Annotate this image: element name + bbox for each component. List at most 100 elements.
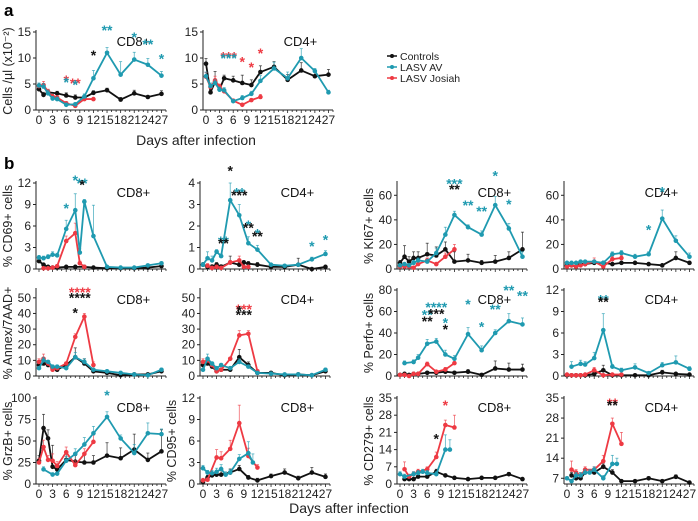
series-lasv-av	[397, 434, 453, 479]
panel-letter-b: b	[4, 154, 14, 173]
data-point	[246, 261, 251, 266]
data-point	[91, 367, 96, 373]
series-lasv-josiah	[397, 359, 457, 379]
x-tick-label: 0	[200, 487, 207, 501]
data-point	[63, 264, 69, 270]
y-tick-label: 35	[546, 391, 560, 405]
data-point	[72, 451, 78, 457]
data-point	[77, 250, 83, 255]
cell-type-label: CD8+	[478, 400, 512, 415]
data-point	[402, 261, 407, 267]
data-point	[309, 372, 315, 378]
series-lasv-av	[36, 193, 164, 270]
y-tick-label: 14	[546, 451, 560, 465]
data-point	[492, 475, 498, 481]
data-point	[443, 247, 448, 252]
data-point	[569, 478, 574, 484]
data-point	[91, 265, 96, 270]
data-point	[72, 230, 78, 236]
data-point	[208, 90, 213, 95]
y-tick-label: 0	[385, 477, 392, 491]
data-point	[41, 84, 46, 89]
significance-marker: *	[79, 177, 85, 193]
data-point	[452, 247, 457, 252]
data-point	[506, 226, 512, 231]
data-point	[208, 83, 213, 89]
data-point	[619, 441, 624, 447]
data-point	[218, 472, 224, 477]
cell-type-label: CD4+	[645, 185, 679, 200]
series-lasv-av	[564, 209, 692, 266]
data-point	[433, 471, 439, 477]
x-tick-label: 24	[141, 487, 155, 501]
significance-marker: *	[104, 387, 110, 403]
y-tick-label: 35	[379, 391, 393, 405]
data-point	[203, 73, 209, 79]
data-point	[218, 362, 224, 368]
significance-marker: **	[234, 185, 245, 201]
significance-marker: ***	[220, 50, 237, 66]
y-tick-label: 10	[18, 353, 32, 367]
x-tick-label: 9	[76, 487, 83, 501]
data-point	[214, 249, 219, 255]
data-point	[118, 436, 123, 441]
y-tick-label: 0	[24, 477, 31, 491]
data-point	[218, 253, 224, 259]
data-point	[249, 82, 254, 88]
data-point	[411, 471, 416, 477]
data-point	[200, 359, 206, 365]
y-tick-label: 10	[185, 51, 199, 65]
data-point	[506, 255, 512, 261]
data-point	[200, 478, 206, 483]
data-point	[268, 473, 274, 479]
data-point	[433, 250, 439, 256]
data-point	[36, 460, 42, 465]
data-point	[564, 264, 570, 269]
data-point	[82, 264, 87, 270]
data-point	[614, 461, 620, 467]
x-tick-label: 0	[36, 487, 43, 501]
data-point	[54, 463, 60, 469]
series-lasv-josiah	[41, 222, 87, 271]
data-point	[236, 333, 242, 338]
data-point	[452, 370, 457, 376]
data-point	[221, 75, 227, 81]
data-point	[443, 447, 448, 452]
data-point	[159, 367, 164, 373]
y-tick-label: 3	[552, 348, 559, 362]
data-point	[569, 364, 574, 369]
data-point	[218, 466, 224, 472]
data-point	[479, 232, 484, 237]
data-point	[241, 264, 247, 270]
significance-marker: *	[91, 47, 97, 63]
data-point	[205, 477, 210, 483]
series-lasv-av	[397, 196, 525, 268]
data-point	[402, 466, 407, 472]
x-tick-label: 24	[308, 113, 322, 127]
data-point	[573, 264, 579, 269]
data-point	[91, 362, 96, 368]
y-tick-label: 60	[379, 305, 393, 319]
data-point	[255, 478, 260, 483]
y-tick-label: 9	[24, 198, 31, 212]
x-tick-label: 9	[437, 487, 444, 501]
significance-marker: *	[434, 431, 440, 447]
x-tick-label: 3	[49, 113, 56, 127]
significance-marker: ***	[220, 49, 237, 65]
data-point	[673, 255, 679, 261]
data-point	[236, 359, 242, 365]
data-point	[246, 450, 251, 456]
data-point	[239, 80, 245, 86]
data-point	[72, 101, 78, 107]
x-tick-label: 27	[319, 487, 333, 501]
data-point	[131, 372, 137, 377]
y-tick-label: 12	[18, 176, 32, 190]
y-tick-label: 4	[188, 176, 195, 190]
data-point	[411, 359, 416, 365]
data-point	[36, 258, 42, 264]
data-point	[564, 372, 570, 377]
series-lasv-av	[200, 182, 328, 269]
y-tick-label: 0	[24, 103, 31, 117]
